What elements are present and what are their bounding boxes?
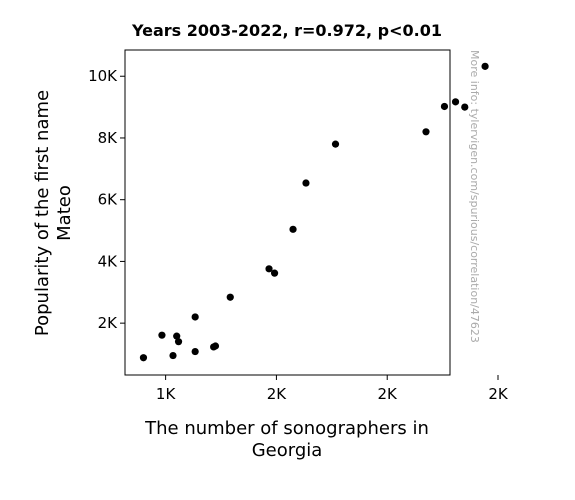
data-point <box>289 225 297 233</box>
chart-title: Years 2003-2022, r=0.972, p<0.01 <box>131 21 442 40</box>
data-point <box>191 347 199 356</box>
data-points <box>139 62 489 362</box>
source-watermark: More info: tylervigen.com/spurious/corre… <box>468 50 481 343</box>
data-point <box>481 62 489 70</box>
plot-frame <box>124 49 451 376</box>
y-axis-label-line-2: Mateo <box>54 185 75 241</box>
data-point <box>191 313 199 321</box>
y-tick-label: 8K <box>98 129 119 147</box>
y-axis: 2K 4K 6K 8K 10K <box>88 67 125 332</box>
x-axis: 1K 2K 2K 2K <box>156 375 509 403</box>
y-tick-label: 6K <box>98 191 119 209</box>
data-point <box>158 331 166 339</box>
y-tick-label: 2K <box>98 314 119 332</box>
data-point <box>139 354 148 362</box>
data-point <box>226 293 234 301</box>
x-tick-label: 1K <box>156 385 177 403</box>
data-point <box>265 265 273 273</box>
data-point <box>169 351 177 360</box>
y-tick-label: 10K <box>88 67 118 85</box>
y-axis-label-line-1: Popularity of the first name <box>32 90 53 336</box>
x-tick-label: 2K <box>267 385 288 403</box>
data-point <box>270 269 279 277</box>
x-axis-label-line-1: The number of sonographers in <box>144 418 429 439</box>
data-point <box>451 98 460 106</box>
data-point <box>422 128 430 136</box>
data-point <box>440 102 449 111</box>
data-point <box>331 140 340 148</box>
data-point <box>211 342 220 350</box>
data-point <box>302 179 310 187</box>
data-point <box>174 338 183 346</box>
data-point <box>461 103 469 111</box>
data-point <box>173 332 181 340</box>
x-axis-label-line-2: Georgia <box>252 440 323 461</box>
x-tick-label: 2K <box>378 385 399 403</box>
x-tick-label: 2K <box>488 385 509 403</box>
y-tick-label: 4K <box>98 252 119 270</box>
